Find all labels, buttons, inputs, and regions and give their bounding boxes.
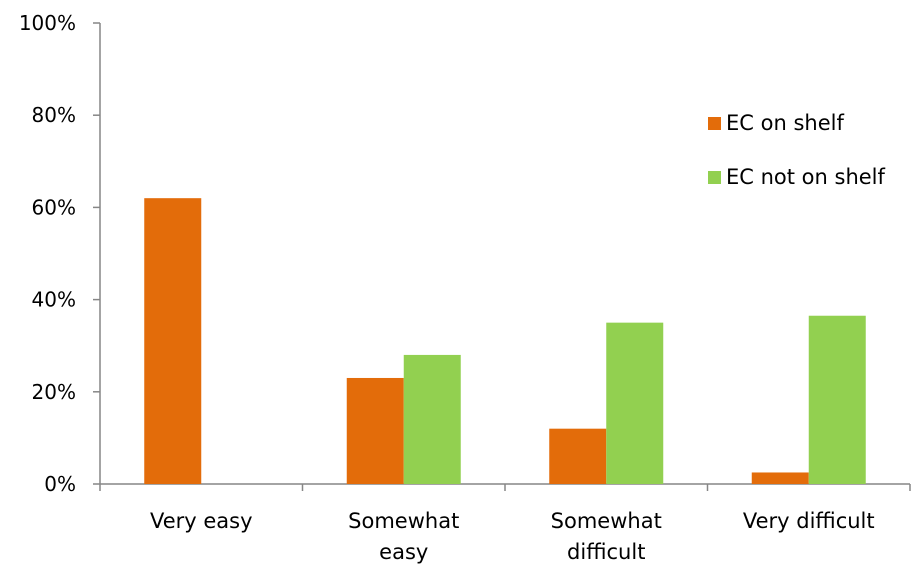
axes xyxy=(99,23,910,485)
legend-swatch xyxy=(708,171,721,184)
y-axis-ticks: 0% 20% 40% 60% 80% 100% xyxy=(19,11,100,496)
bar-ec-not-on-shelf xyxy=(808,315,866,484)
y-tick-label: 60% xyxy=(32,195,76,219)
bar-ec-on-shelf xyxy=(549,428,607,484)
y-tick-label: 0% xyxy=(44,472,76,496)
x-category-label: Somewhat easy xyxy=(348,509,459,564)
y-tick-label: 80% xyxy=(32,103,76,127)
bar-ec-not-on-shelf xyxy=(403,354,461,484)
y-tick-label: 100% xyxy=(19,11,76,35)
x-category-label: Somewhat difficult xyxy=(551,509,662,564)
y-tick-label: 20% xyxy=(32,380,76,404)
x-axis-ticks xyxy=(99,484,911,491)
category-labels: Very easy Somewhat easy Somewhat difficult Ve… xyxy=(150,509,875,564)
y-tick-label: 40% xyxy=(32,288,76,312)
bar-ec-on-shelf xyxy=(144,198,202,484)
bar-ec-on-shelf xyxy=(346,377,404,484)
legend-swatch xyxy=(708,117,721,130)
legend-label: EC not on shelf xyxy=(726,165,886,189)
x-category-label: Very difficult xyxy=(743,509,875,533)
bar-ec-not-on-shelf xyxy=(606,322,664,484)
legend: EC on shelf EC not on shelf xyxy=(708,111,886,189)
x-category-label: Very easy xyxy=(150,509,253,533)
legend-label: EC on shelf xyxy=(726,111,844,135)
bars xyxy=(144,198,866,484)
bar-ec-on-shelf xyxy=(751,472,809,484)
